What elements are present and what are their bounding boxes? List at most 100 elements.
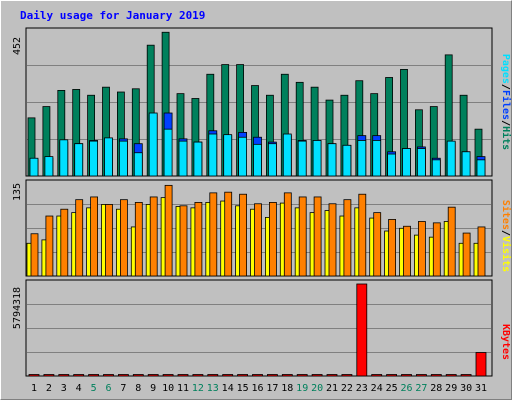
x-tick-day-9: 9: [150, 383, 156, 394]
kbytes-bar-day-28: [430, 374, 442, 377]
x-tick-day-6: 6: [105, 383, 111, 394]
sites-bar-day-26: [403, 225, 411, 277]
panel-kbytes-ymax-label: 5794318: [12, 287, 23, 329]
x-tick-day-15: 15: [237, 383, 249, 394]
x-tick-day-8: 8: [135, 383, 141, 394]
kbytes-bar-day-24: [371, 374, 383, 377]
kbytes-bar-day-14: [222, 374, 234, 377]
sites-bar-day-22: [343, 199, 352, 277]
kbytes-bar-day-1: [28, 374, 40, 377]
x-tick-day-14: 14: [222, 383, 234, 394]
sites-bar-day-2: [45, 215, 54, 277]
x-tick-day-1: 1: [31, 383, 37, 394]
x-tick-day-16: 16: [251, 383, 263, 394]
kbytes-bar-day-31: [475, 352, 487, 377]
kbytes-bar-day-10: [162, 374, 174, 377]
x-tick-day-4: 4: [76, 383, 82, 394]
pages-bar-day-2: [44, 156, 54, 177]
kbytes-bar-day-19: [296, 374, 308, 377]
kbytes-bar-day-18: [281, 374, 293, 377]
chart-title: Daily usage for January 2019: [20, 9, 205, 22]
pages-bar-day-12: [193, 141, 203, 177]
x-tick-day-21: 21: [326, 383, 338, 394]
x-tick-day-23: 23: [356, 383, 368, 394]
x-tick-day-5: 5: [91, 383, 97, 394]
sites-bar-day-16: [254, 203, 262, 277]
pages-bar-day-18: [282, 133, 292, 177]
kbytes-bar-day-27: [415, 374, 427, 377]
kbytes-bar-day-6: [103, 374, 114, 377]
sites-bar-day-10: [164, 184, 173, 277]
kbytes-bar-day-3: [58, 374, 70, 377]
x-tick-day-10: 10: [162, 383, 174, 394]
pages-bar-day-1: [29, 157, 39, 177]
sites-bar-day-9: [149, 196, 158, 277]
kbytes-bar-day-29: [445, 374, 457, 377]
pages-bar-day-19: [297, 140, 307, 177]
kbytes-bar-day-22: [341, 374, 353, 377]
kbytes-bar-day-8: [132, 374, 144, 377]
pages-bar-day-17: [267, 143, 277, 177]
sites-bar-day-15: [239, 193, 248, 277]
sites-bar-day-21: [328, 203, 337, 277]
pages-bar-day-13: [208, 133, 218, 177]
x-tick-day-31: 31: [475, 383, 487, 394]
sites-bar-day-23: [358, 193, 367, 277]
kbytes-bar-day-9: [147, 374, 159, 377]
legend-files: Files: [500, 90, 512, 120]
panel-sites-legend: Sites/Visits: [500, 200, 512, 272]
sites-bar-day-8: [134, 201, 143, 277]
pages-bar-day-31: [476, 159, 486, 177]
kbytes-bar-day-5: [88, 374, 99, 377]
sites-bar-day-3: [60, 208, 69, 277]
legend-visits: Visits: [500, 236, 512, 272]
sites-bar-day-14: [224, 191, 233, 277]
legend-sites: Sites: [500, 200, 512, 230]
legend-sep-1: /: [500, 84, 511, 90]
pages-bar-day-3: [59, 139, 69, 177]
kbytes-bar-day-13: [207, 374, 219, 377]
pages-bar-day-9: [148, 112, 158, 177]
pages-bar-day-7: [119, 140, 128, 177]
pages-bar-day-5: [89, 140, 98, 177]
x-tick-day-17: 17: [266, 383, 278, 394]
sites-bar-day-17: [268, 201, 277, 277]
pages-bar-day-14: [223, 134, 233, 177]
x-tick-day-7: 7: [120, 383, 126, 394]
pages-bar-day-8: [133, 152, 143, 177]
sites-bar-day-5: [90, 196, 98, 277]
pages-bar-day-10: [163, 128, 173, 177]
pages-bar-day-28: [431, 159, 441, 177]
sites-bar-day-7: [120, 199, 128, 277]
kbytes-bar-day-17: [266, 374, 278, 377]
pages-bar-day-27: [416, 148, 426, 177]
kbytes-bar-day-25: [386, 374, 398, 377]
sites-bar-day-11: [179, 205, 188, 277]
x-tick-day-24: 24: [371, 383, 383, 394]
x-tick-day-27: 27: [415, 383, 427, 394]
kbytes-bar-day-15: [237, 374, 249, 377]
sites-bar-day-1: [30, 233, 39, 277]
x-tick-day-28: 28: [430, 383, 442, 394]
legend-pages: Pages: [500, 54, 511, 84]
kbytes-bar-day-4: [73, 374, 85, 377]
pages-bar-day-29: [446, 140, 456, 177]
kbytes-bar-day-12: [192, 374, 204, 377]
legend-hits: Hits: [500, 126, 512, 150]
sites-bar-day-25: [388, 219, 397, 277]
pages-bar-day-4: [74, 143, 84, 177]
pages-bar-day-23: [357, 140, 367, 177]
x-tick-day-2: 2: [46, 383, 52, 394]
sites-bar-day-28: [432, 222, 441, 277]
pages-bar-day-11: [178, 140, 188, 177]
x-tick-day-25: 25: [386, 383, 398, 394]
sites-bar-day-20: [313, 196, 322, 277]
x-tick-day-19: 19: [296, 383, 308, 394]
kbytes-bar-day-20: [311, 374, 323, 377]
kbytes-bar-day-2: [43, 374, 55, 377]
panel-kbytes-legend: KBytes: [500, 324, 511, 360]
pages-bar-day-22: [342, 144, 352, 177]
sites-bar-day-18: [283, 192, 292, 277]
sites-bar-day-31: [477, 226, 486, 277]
x-tick-day-18: 18: [281, 383, 293, 394]
